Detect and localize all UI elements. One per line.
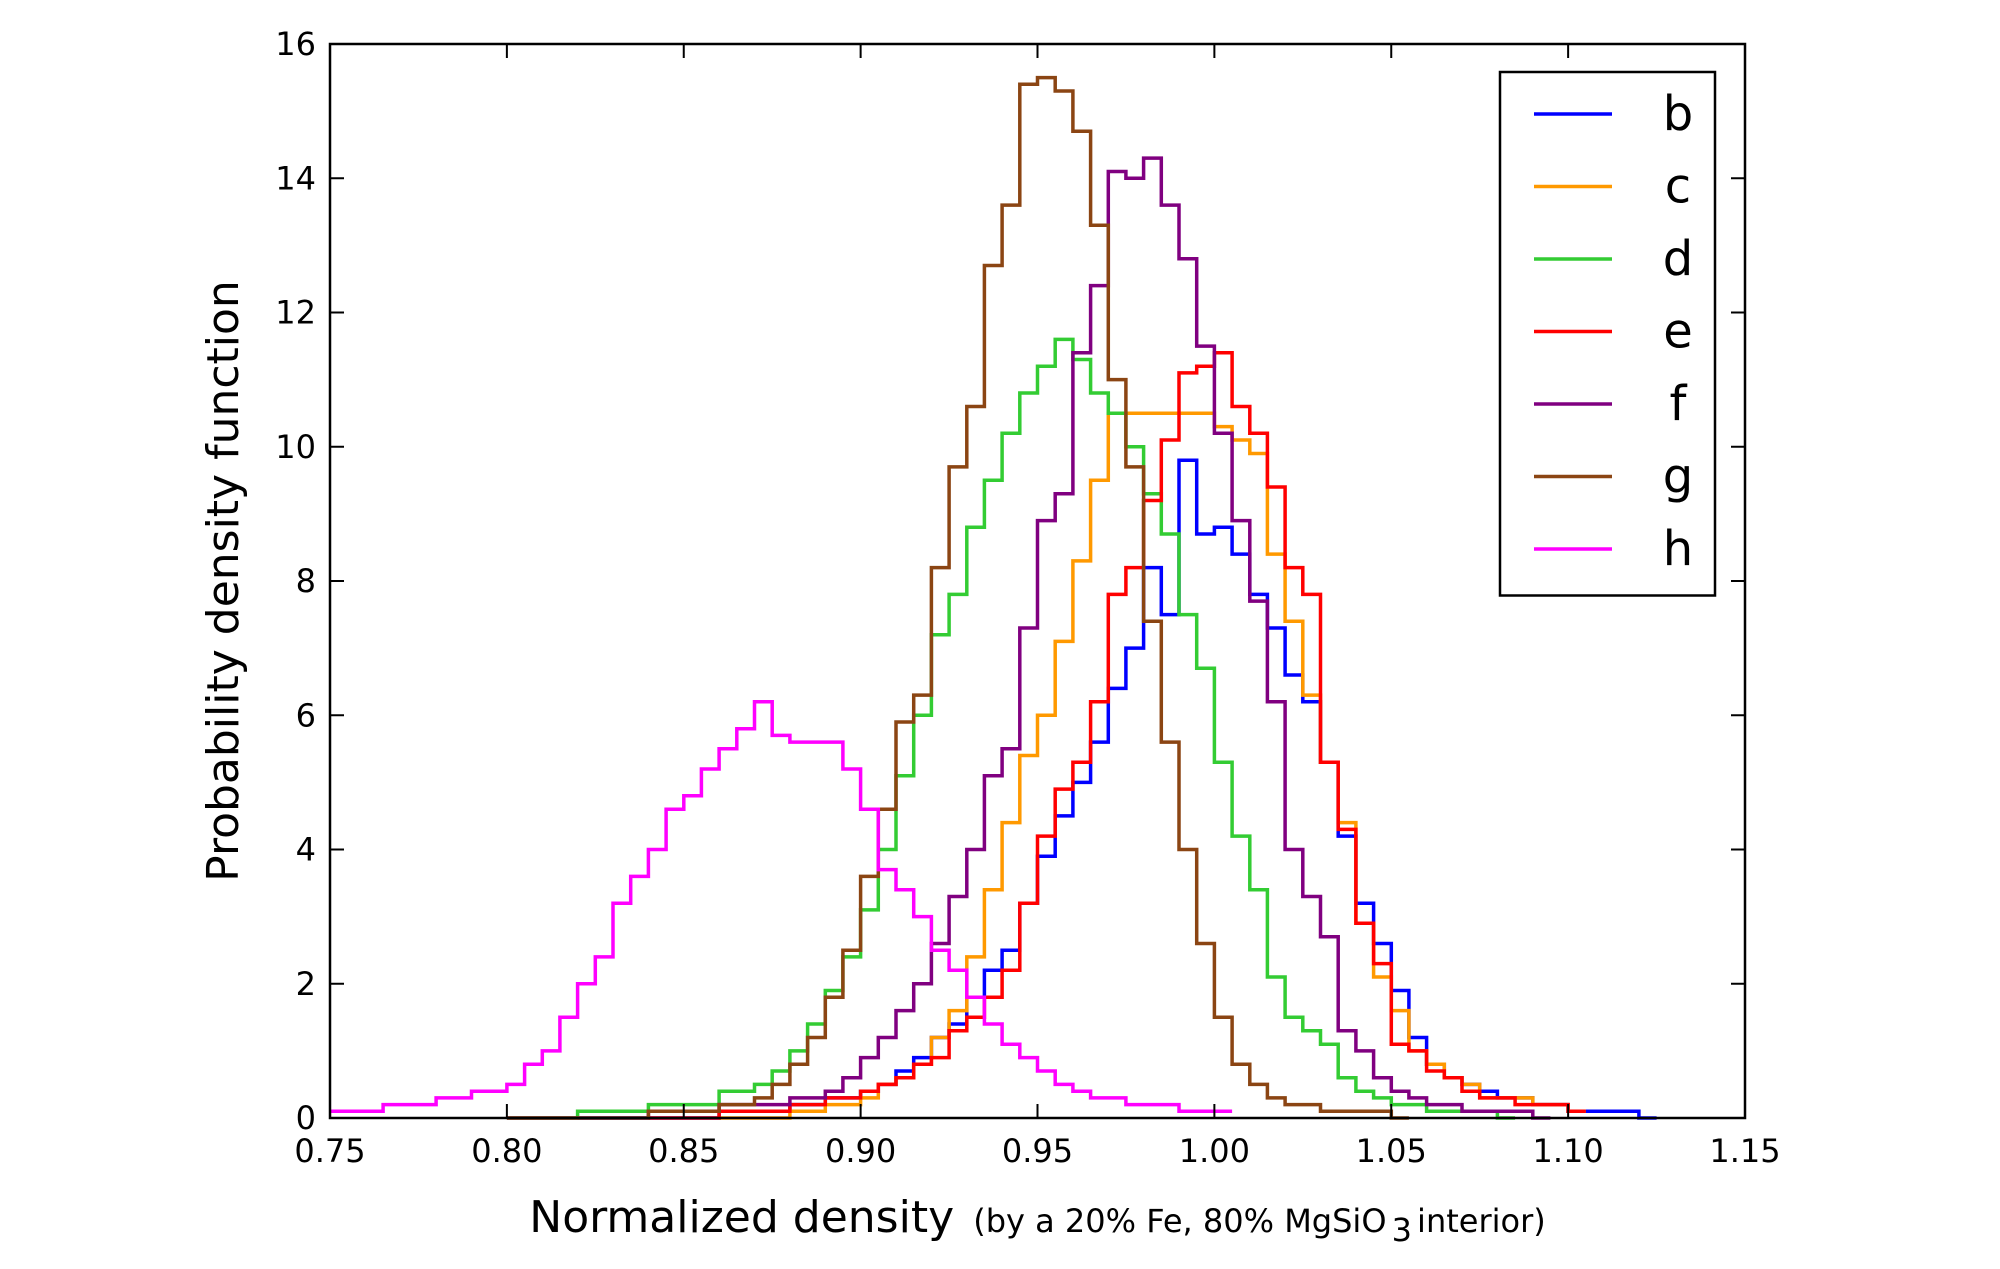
- series-c-line: [719, 411, 1586, 1120]
- x-tick-label: 1.10: [1533, 1132, 1604, 1170]
- y-tick-label: 10: [275, 428, 316, 466]
- x-axis-label: Normalized density (by a 20% Fe, 80% MgS…: [529, 1192, 1545, 1249]
- series-h-line: [330, 700, 1233, 1114]
- series-g-line: [506, 75, 1409, 1120]
- x-tick-label: 0.80: [471, 1132, 542, 1170]
- x-axis-ticks: 0.75 0.80 0.85 0.90 0.95 1.00 1.05 1.10 1.15: [294, 44, 1781, 1170]
- y-tick-label: 8: [296, 562, 316, 600]
- series-d-line: [506, 337, 1516, 1120]
- y-tick-label: 0: [296, 1099, 316, 1137]
- legend-label-d: d: [1663, 231, 1693, 287]
- legend-box: [1498, 70, 1717, 597]
- legend-label-e: e: [1663, 304, 1693, 360]
- legend-label-h: h: [1663, 521, 1693, 577]
- x-axis-label-main: Normalized density: [529, 1192, 954, 1243]
- y-tick-label: 12: [275, 294, 316, 332]
- x-tick-label: 1.05: [1356, 1132, 1427, 1170]
- x-tick-label: 1.00: [1179, 1132, 1250, 1170]
- series-e-line: [648, 351, 1586, 1120]
- x-axis-label-subscript: 3: [1392, 1211, 1412, 1249]
- x-tick-label: 0.95: [1002, 1132, 1073, 1170]
- legend-label-f: f: [1670, 376, 1688, 432]
- x-tick-label: 0.85: [648, 1132, 719, 1170]
- y-tick-label: 6: [296, 696, 316, 734]
- series-b-line: [577, 458, 1657, 1120]
- y-axis-ticks: 0 2 4 6 8 10 12 14 16: [275, 25, 1745, 1137]
- y-tick-label: 14: [275, 159, 316, 197]
- series-layer: [330, 75, 1657, 1120]
- legend-label-g: g: [1663, 449, 1693, 505]
- legend-label-c: c: [1665, 159, 1691, 215]
- series-f-line: [506, 156, 1551, 1120]
- legend-label-b: b: [1663, 86, 1693, 142]
- y-tick-label: 16: [275, 25, 316, 63]
- x-axis-label-note-end: interior): [1417, 1202, 1546, 1240]
- x-axis-label-note: (by a 20% Fe, 80% MgSiO: [973, 1202, 1386, 1240]
- y-tick-label: 4: [296, 831, 316, 869]
- y-tick-label: 2: [296, 965, 316, 1003]
- x-tick-label: 0.90: [825, 1132, 896, 1170]
- y-axis-label: Probability density function: [198, 280, 249, 882]
- x-tick-label: 1.15: [1709, 1132, 1780, 1170]
- x-tick-label: 0.75: [294, 1132, 365, 1170]
